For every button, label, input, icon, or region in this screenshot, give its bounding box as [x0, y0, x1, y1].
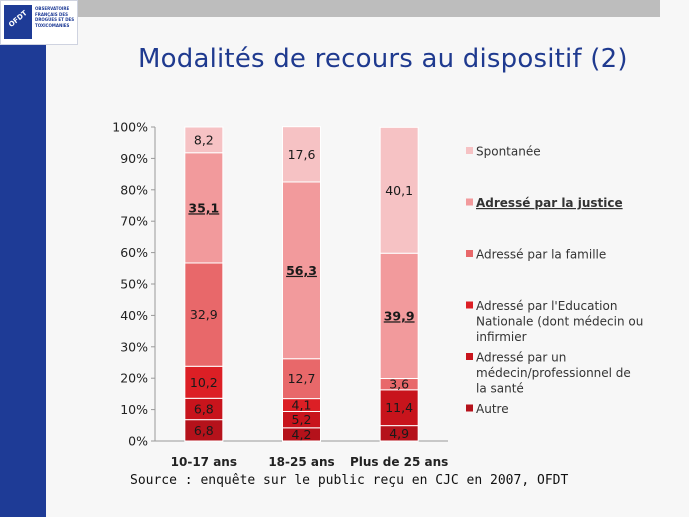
page-title: Modalités de recours au dispositif (2)	[138, 44, 628, 74]
legend-swatch	[466, 404, 473, 412]
x-tick-label: Plus de 25 ans	[350, 455, 448, 469]
legend-swatch	[466, 301, 473, 309]
y-tick-label: 100%	[112, 120, 148, 135]
data-label: 4,9	[389, 426, 409, 441]
legend-label-line: Spontanée	[476, 145, 541, 159]
legend-label: Spontanée	[476, 145, 541, 159]
legend-label: Adressé par la justice	[476, 196, 623, 210]
legend-label: Adressé par la famille	[476, 248, 606, 262]
legend-label-line: Autre	[476, 402, 509, 416]
ofdt-logo: OFDT OBSERVATOIRE FRANÇAIS DES DROGUES E…	[0, 0, 78, 45]
data-label: 56,3	[286, 263, 317, 278]
legend-swatch	[466, 353, 473, 360]
legend-label-line: Nationale (dont médecin ou	[476, 315, 643, 329]
bar-segment	[282, 181, 321, 360]
data-label: 6,8	[194, 401, 214, 416]
y-tick-label: 10%	[120, 402, 148, 417]
bar-segment	[184, 126, 224, 154]
data-label: 39,9	[384, 308, 415, 323]
legend-label-line: Adressé par la justice	[476, 196, 623, 210]
legend-label-line: Adressé par un	[476, 351, 566, 365]
legend-swatch	[466, 147, 473, 154]
data-label: 4,2	[292, 427, 312, 442]
data-label: 35,1	[188, 200, 219, 215]
chart-legend: Spontanée Adressé par la justice Adressé p…	[466, 145, 643, 416]
logo-line-2: FRANÇAIS DES	[35, 11, 68, 17]
y-tick-label: 60%	[120, 245, 148, 260]
data-label: 12,7	[288, 371, 316, 386]
top-bar	[78, 0, 660, 17]
bar-segment	[184, 365, 224, 399]
logo-line-1: OBSERVATOIRE	[35, 6, 70, 11]
bar-segment	[282, 126, 321, 183]
legend-swatch	[466, 198, 473, 206]
legend-label-line: Adressé par la famille	[476, 248, 606, 262]
left-band	[0, 45, 46, 517]
logo-line-4: TOXICOMANIES	[35, 22, 70, 28]
data-label: 32,9	[190, 307, 218, 322]
legend-label-line: la santé	[476, 382, 524, 396]
data-label: 40,1	[385, 183, 413, 198]
bar-segment	[379, 389, 419, 427]
data-label: 4,1	[292, 398, 312, 413]
ofdt-emblem	[4, 5, 32, 39]
data-label: 8,2	[194, 132, 214, 147]
legend-label: Adressé par l'Education Nationale (dont m…	[476, 299, 643, 344]
y-tick-label: 50%	[120, 277, 148, 292]
legend-label: Autre	[476, 402, 509, 416]
legend-label: Adressé par un médecin/professionnel de la…	[476, 351, 631, 396]
data-label: 3,6	[389, 377, 409, 392]
y-tick-label: 70%	[120, 214, 148, 229]
logo-line-3: DROGUES ET DES	[35, 17, 75, 23]
legend-label-line: Adressé par l'Education	[476, 299, 617, 313]
legend-swatch	[466, 250, 473, 257]
legend-label-line: médecin/professionnel de	[476, 366, 631, 380]
x-tick-label: 18-25 ans	[268, 455, 334, 469]
x-tick-label: 10-17 ans	[171, 455, 237, 469]
legend-label-line: infirmier	[476, 330, 527, 344]
bar-segment	[379, 126, 419, 254]
data-label: 11,4	[385, 400, 413, 415]
data-label: 17,6	[288, 147, 316, 162]
chart-bars: 6,8 6,8 10,2 32,9 35,1 8,2 4,25,24,1 12,7 56,3 17…	[184, 126, 419, 442]
y-tick-label: 30%	[120, 339, 148, 354]
ofdt-logo-text: OBSERVATOIRE FRANÇAIS DES DROGUES ET DES…	[35, 6, 79, 28]
data-label: 5,2	[292, 412, 312, 427]
y-tick-label: 90%	[120, 151, 148, 166]
y-tick-label: 40%	[120, 308, 148, 323]
y-tick-label: 20%	[120, 371, 148, 386]
bar-segment	[379, 252, 419, 380]
y-tick-label: 80%	[120, 182, 148, 197]
bar-segment	[184, 262, 224, 367]
data-label: 10,2	[190, 375, 218, 390]
data-label: 6,8	[194, 423, 214, 438]
source-note: Source : enquête sur le public reçu en C…	[130, 473, 569, 488]
y-tick-label: 0%	[128, 434, 148, 449]
